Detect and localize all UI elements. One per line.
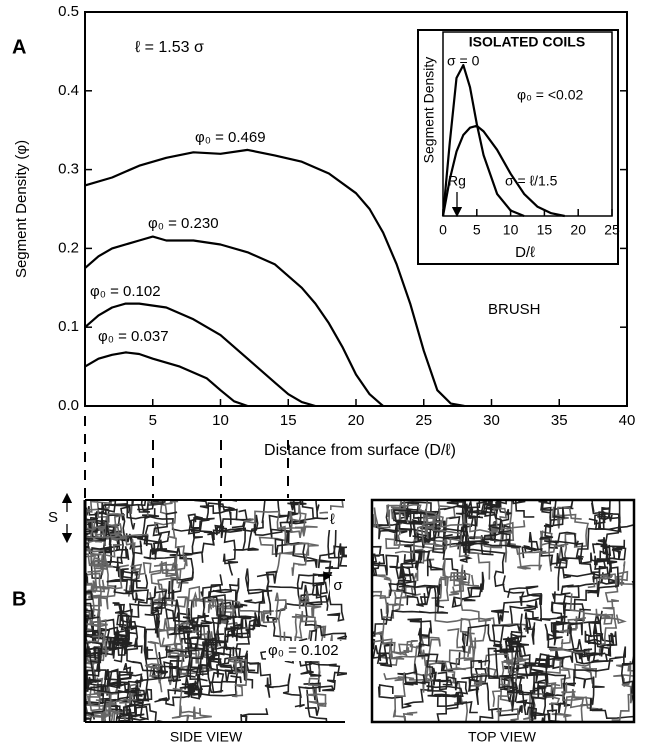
chain: [337, 554, 398, 575]
chain: [319, 459, 343, 513]
chain: [215, 519, 244, 576]
y-tick-label: 0.1: [58, 318, 79, 335]
x-tick-label: 35: [551, 412, 568, 429]
simulation-label: σ: [333, 577, 343, 594]
series-label: σ = 0: [447, 53, 480, 69]
chain: [194, 475, 228, 513]
simulation-label: S: [48, 509, 58, 526]
chain: [300, 591, 322, 639]
y-tick-label: 0.2: [58, 239, 79, 256]
series-label: φ₀ = 0.037: [98, 328, 169, 345]
y-tick-label: 0.0: [58, 397, 79, 414]
chain: [59, 704, 85, 746]
inset-title: ISOLATED COILS: [469, 34, 585, 50]
annotation: φ₀ = <0.02: [517, 87, 583, 103]
chain: [244, 569, 276, 603]
x-tick-label: 10: [212, 412, 229, 429]
series-label: σ = ℓ/1.5: [505, 173, 558, 189]
series-label: φ₀ = 0.230: [148, 215, 219, 232]
panel-label: B: [12, 588, 26, 610]
x-tick-label: 20: [348, 412, 365, 429]
x-tick-label: 15: [280, 412, 297, 429]
annotation: ℓ = 1.53 σ: [135, 39, 204, 56]
chain: [241, 708, 268, 746]
y-axis-label: Segment Density (φ): [13, 140, 30, 278]
x-tick-label: 5: [473, 222, 481, 238]
chain: [357, 547, 384, 577]
chain: [51, 464, 96, 509]
x-tick-label: 30: [483, 412, 500, 429]
chain: [561, 495, 620, 559]
chain: [47, 591, 86, 617]
y-tick-label: 0.4: [58, 82, 79, 99]
x-axis-label: Distance from surface (D/ℓ): [264, 442, 456, 459]
series-line: [85, 352, 248, 406]
chain: [244, 511, 319, 576]
x-tick-label: 25: [604, 222, 620, 238]
chain: [32, 648, 86, 675]
x-tick-label: 5: [149, 412, 157, 429]
chain-group: [25, 451, 385, 749]
x-tick-label: 10: [503, 222, 519, 238]
simulation-label: φ₀ = 0.102: [268, 642, 339, 659]
simulation-label: ℓ: [330, 511, 335, 528]
series-line: [85, 304, 315, 406]
panel-label: A: [12, 36, 26, 58]
series-line: [85, 150, 464, 406]
annotation: BRUSH: [488, 301, 541, 318]
x-tick-label: 15: [537, 222, 553, 238]
view-label: TOP VIEW: [468, 729, 537, 745]
series-line: [85, 237, 383, 406]
x-tick-label: 0: [439, 222, 447, 238]
guide-lines: [85, 416, 288, 498]
y-axis-label: Segment Density: [421, 57, 437, 164]
x-tick-label: 40: [619, 412, 636, 429]
chain: [561, 682, 600, 742]
x-axis-label: D/ℓ: [515, 244, 535, 261]
annotation: Rg: [448, 173, 466, 189]
chain: [103, 475, 173, 514]
chain: [275, 532, 317, 568]
chain: [25, 691, 91, 742]
chain: [50, 609, 88, 644]
series-label: φ₀ = 0.102: [90, 283, 161, 300]
x-tick-label: 20: [570, 222, 586, 238]
y-tick-label: 0.5: [58, 3, 79, 20]
view-label: SIDE VIEW: [170, 729, 243, 745]
x-tick-label: 25: [415, 412, 432, 429]
series-label: φ₀ = 0.469: [195, 129, 266, 146]
y-tick-label: 0.3: [58, 161, 79, 178]
chain: [220, 475, 255, 521]
